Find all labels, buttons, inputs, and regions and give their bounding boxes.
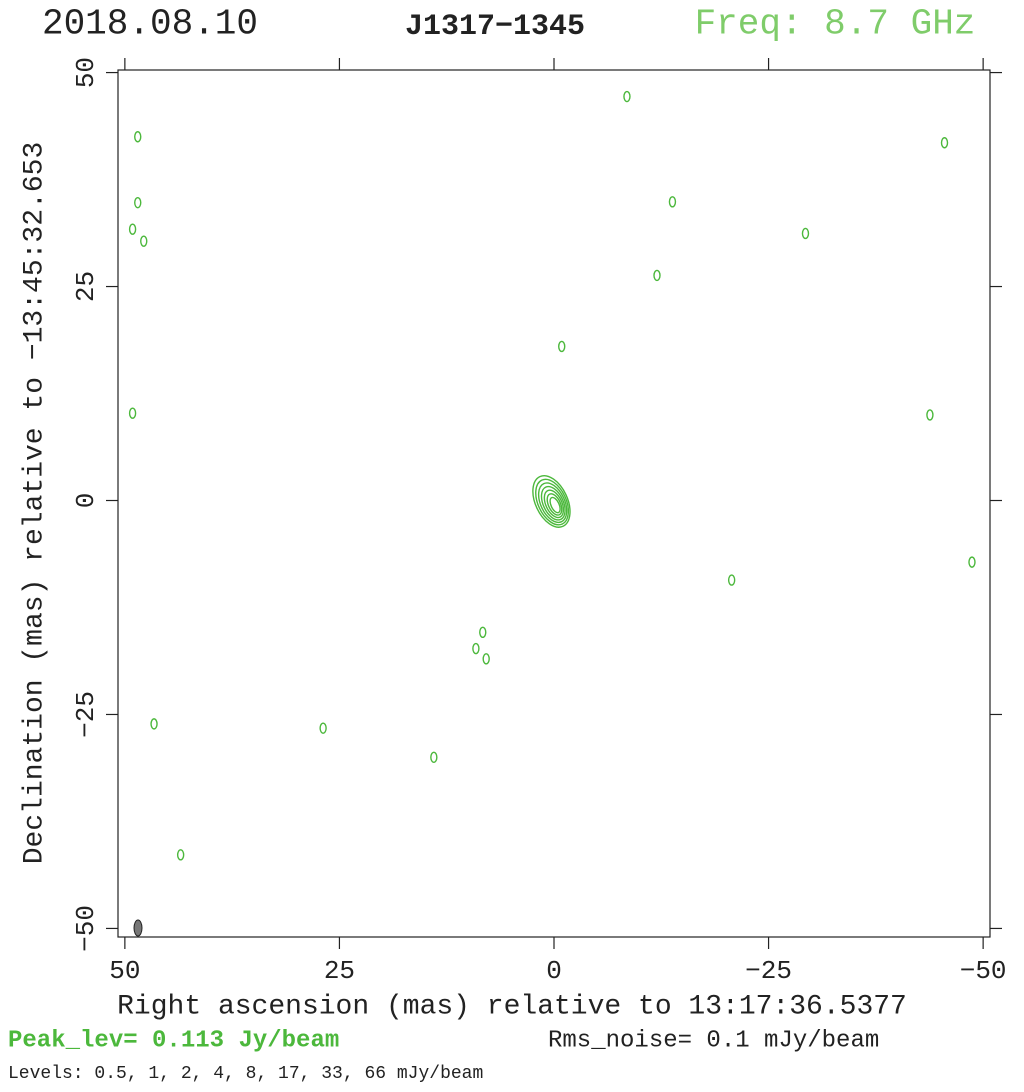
frequency: Freq: 8.7 GHz: [695, 4, 976, 45]
contour-component: [472, 642, 480, 655]
contour-component: [532, 475, 571, 528]
contour-component: [926, 409, 934, 421]
contour-component: [319, 722, 327, 734]
y-tick-label: 50: [71, 57, 101, 88]
contour-level: [549, 496, 561, 514]
contour-component: [801, 227, 810, 240]
contour-component: [140, 235, 148, 247]
contour-component: [176, 849, 185, 861]
contour-component: [479, 626, 487, 639]
rms-noise: Rms_noise= 0.1 mJy/beam: [548, 1027, 879, 1054]
y-tick-label: 25: [71, 271, 101, 302]
peak-level: Peak_lev= 0.113 Jy/beam: [8, 1027, 339, 1054]
contour-component: [482, 653, 490, 665]
contour-component: [128, 223, 137, 235]
x-tick-label: 25: [324, 956, 355, 986]
x-axis-label: Right ascension (mas) relative to 13:17:…: [117, 991, 907, 1022]
contour-component: [134, 131, 142, 143]
y-tick-label: 0: [71, 493, 101, 509]
x-tick-label: −50: [960, 956, 1007, 986]
contour-component: [727, 574, 736, 586]
contour-component: [668, 196, 677, 208]
y-axis-label: Declination (mas) relative to −13:45:32.…: [19, 142, 50, 865]
y-tick-label: −50: [71, 905, 101, 952]
chart-title: J1317−1345: [405, 10, 585, 44]
x-tick-label: 0: [546, 956, 562, 986]
contour-component: [128, 407, 137, 419]
contour-component: [430, 751, 438, 763]
contour-level: [546, 493, 563, 516]
levels: Levels: 0.5, 1, 2, 4, 8, 17, 33, 66 mJy/…: [8, 1064, 483, 1084]
beam: [133, 919, 143, 937]
contour-level: [535, 478, 570, 526]
contour-component: [623, 90, 631, 103]
contour-component: [558, 340, 566, 353]
contour-level: [537, 482, 568, 524]
x-tick-label: 50: [109, 956, 140, 986]
contour-component: [653, 269, 661, 282]
contour-component: [940, 137, 949, 149]
contour-level: [543, 489, 565, 519]
date: 2018.08.10: [42, 4, 258, 45]
plot-frame: [117, 69, 991, 938]
contour-component: [150, 718, 158, 730]
y-tick-label: −25: [71, 691, 101, 738]
x-tick-label: −25: [745, 956, 792, 986]
contour-component: [968, 556, 976, 568]
contour-component: [134, 196, 142, 209]
contour-level: [540, 485, 566, 521]
